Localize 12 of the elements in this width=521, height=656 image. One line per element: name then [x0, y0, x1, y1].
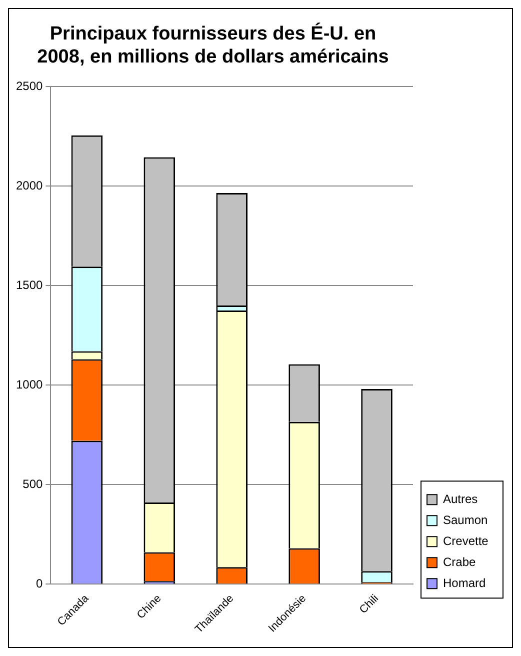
y-tick-label: 2500 — [16, 78, 44, 93]
legend-label: Autres — [443, 492, 478, 506]
y-tick-label: 1000 — [16, 377, 44, 392]
y-tick-label: 0 — [36, 576, 44, 590]
legend-label: Saumon — [443, 512, 488, 527]
y-tick-label: 500 — [22, 476, 44, 491]
legend-label: Crabe — [443, 554, 476, 569]
y-tick-label: 1500 — [16, 278, 44, 292]
legend-label: Homard — [443, 576, 486, 590]
y-tick-label: 2000 — [16, 178, 44, 192]
chart-title: Principaux fournisseurs des É-U. en 2008, en millions de dollars américains — [37, 22, 389, 68]
legend-label: Crevette — [443, 534, 489, 548]
